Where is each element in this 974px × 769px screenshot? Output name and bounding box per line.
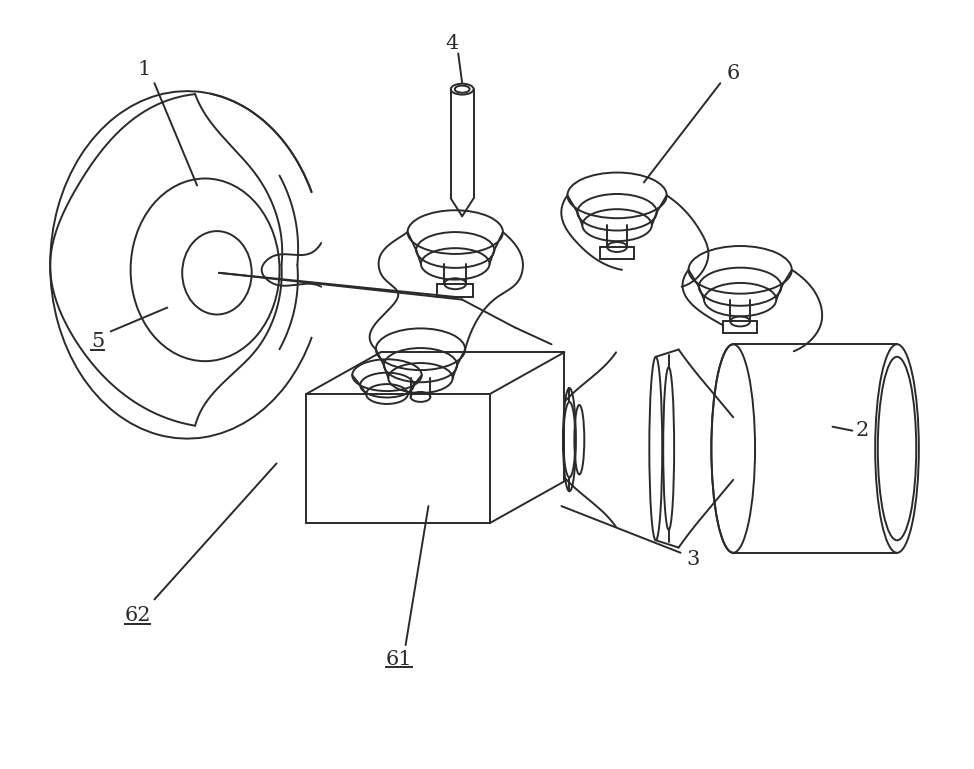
Text: 2: 2: [855, 421, 869, 440]
Text: 5: 5: [92, 331, 104, 351]
Text: 1: 1: [137, 60, 151, 78]
Text: 3: 3: [687, 551, 700, 569]
Text: 4: 4: [446, 34, 459, 53]
Text: 61: 61: [386, 650, 412, 668]
Text: 6: 6: [727, 64, 740, 83]
Text: 62: 62: [125, 606, 151, 625]
